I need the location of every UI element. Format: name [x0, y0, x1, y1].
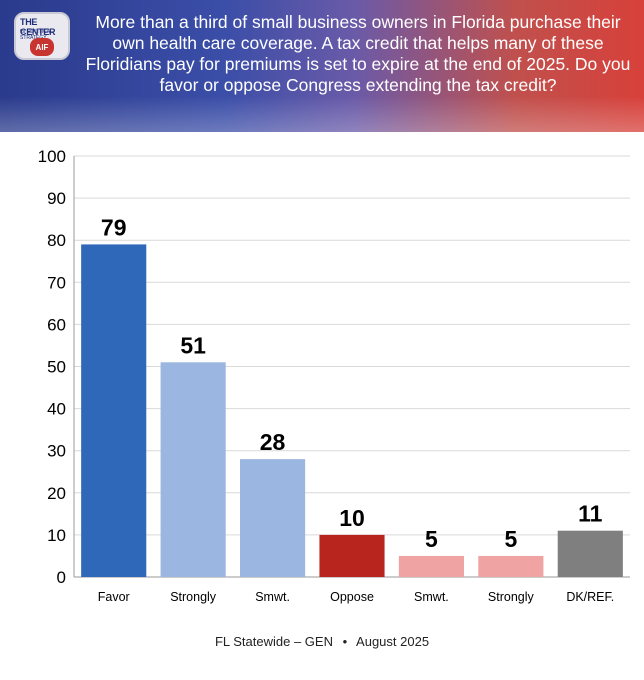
bar: [319, 534, 385, 577]
x-tick-label: DK/REF.: [566, 590, 614, 604]
data-label: 5: [504, 526, 517, 552]
y-tick-label: 10: [47, 526, 66, 545]
question-text: More than a third of small business owne…: [85, 12, 631, 95]
x-tick-label: Strongly: [488, 590, 535, 604]
footer-survey: FL Statewide – GEN: [214, 634, 333, 649]
bar: [160, 362, 226, 577]
bar: [398, 555, 464, 577]
y-tick-label: 0: [57, 568, 66, 587]
footer-separator: •: [342, 634, 348, 649]
y-tick-label: 70: [47, 273, 66, 292]
footer: FL Statewide – GEN • August 2025: [0, 634, 644, 649]
data-label: 10: [339, 505, 365, 531]
logo-text: THE CENTER: [20, 17, 56, 37]
y-tick-label: 50: [47, 358, 66, 377]
data-label: 11: [578, 501, 603, 527]
x-tick-label: Strongly: [170, 590, 217, 604]
x-tick-label: Favor: [98, 590, 130, 604]
center-logo: THE CENTER for POLITICAL STRATEGY AIF: [14, 12, 70, 60]
y-tick-label: 40: [47, 400, 66, 419]
y-tick-label: 60: [47, 315, 66, 334]
y-tick-label: 90: [47, 189, 66, 208]
data-label: 51: [180, 332, 206, 358]
data-label: 79: [101, 214, 127, 240]
header-banner: THE CENTER for POLITICAL STRATEGY AIF Mo…: [0, 0, 644, 132]
bar: [240, 459, 306, 577]
data-label: 28: [260, 429, 286, 455]
data-label: 5: [425, 526, 438, 552]
bar: [557, 530, 623, 577]
y-tick-label: 100: [38, 147, 66, 166]
footer-date: August 2025: [356, 634, 430, 649]
bar: [81, 244, 147, 577]
bar: [478, 555, 544, 577]
logo-mark: AIF: [30, 38, 54, 56]
x-tick-label: Smwt.: [414, 590, 449, 604]
y-tick-label: 30: [47, 442, 66, 461]
y-tick-label: 20: [47, 484, 66, 503]
x-tick-label: Smwt.: [255, 590, 290, 604]
x-tick-label: Oppose: [330, 590, 374, 604]
y-tick-label: 80: [47, 231, 66, 250]
bar-chart: 0 10 20 30 40 50 60 70 80 90 100 79 Favor 51 Strongly 2…: [38, 147, 630, 604]
